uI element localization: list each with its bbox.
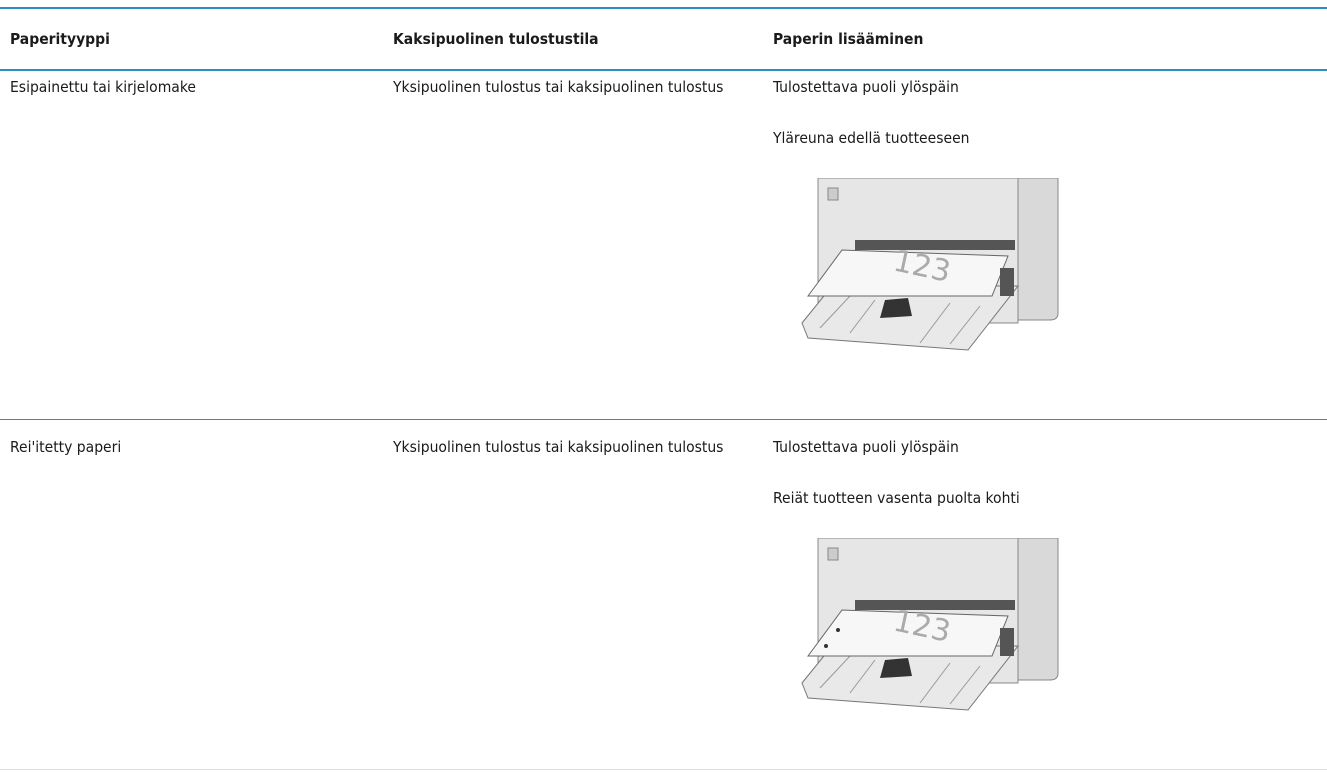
printer-illustration: 123 [801,538,1059,711]
loading-step: Tulostettava puoli ylöspäin [773,438,959,456]
row-rule [0,419,1327,420]
header-cell: Paperin lisääminen [773,30,924,48]
header-cell: Paperityyppi [10,30,110,48]
table-top-rule [0,7,1327,9]
loading-step: Tulostettava puoli ylöspäin [773,78,959,96]
paper-type: Rei'itetty paperi [10,438,122,456]
printer-illustration: 123 [801,178,1059,351]
duplex-mode: Yksipuolinen tulostus tai kaksipuolinen … [393,78,724,96]
loading-step: Yläreuna edellä tuotteeseen [773,129,970,147]
paper-type: Esipainettu tai kirjelomake [10,78,196,96]
header-rule [0,69,1327,71]
duplex-mode: Yksipuolinen tulostus tai kaksipuolinen … [393,438,724,456]
header-cell: Kaksipuolinen tulostustila [393,30,599,48]
table-bottom-rule [0,769,1327,770]
loading-step: Reiät tuotteen vasenta puolta kohti [773,489,1020,507]
